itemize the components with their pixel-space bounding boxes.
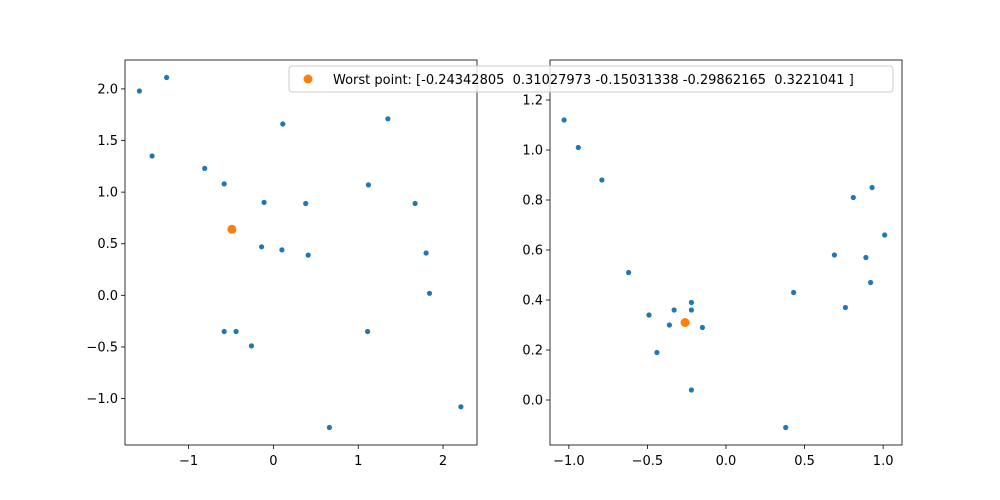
x-tick-label-1-1: 0 [269, 454, 277, 469]
data-point-1-17 [233, 328, 239, 335]
data-point-1-8 [385, 116, 391, 122]
data-point-1-6 [280, 121, 286, 127]
data-point-1-13 [305, 252, 311, 258]
data-point-1-18 [248, 343, 254, 349]
x-tick-label-2-3: 0.5 [794, 454, 815, 469]
worst-point-marker-1-0 [227, 224, 237, 234]
data-point-2-12 [783, 424, 789, 431]
data-point-2-7 [671, 307, 677, 313]
data-point-2-9 [688, 307, 695, 313]
y-tick-label-1-0: −1.0 [86, 392, 118, 407]
data-point-1-5 [261, 199, 267, 205]
data-point-2-15 [842, 304, 849, 311]
data-point-2-6 [666, 322, 673, 328]
y-tick-label-2-3: 0.6 [522, 244, 543, 259]
legend-marker [303, 74, 313, 84]
data-point-1-4 [221, 181, 227, 187]
x-tick-label-2-0: −1.0 [553, 454, 585, 469]
legend-label: Worst point: [-0.24342805 0.31027973 -0.… [333, 73, 854, 88]
data-point-1-1 [164, 74, 170, 81]
x-tick-label-1-0: −1 [179, 454, 198, 469]
data-point-2-20 [882, 232, 888, 238]
data-point-1-20 [326, 424, 332, 431]
subplot-1: −1 0 1 2 −1.0 −0.5 0.0 0.5 1.0 1.5 2.0 [86, 59, 478, 469]
data-point-1-21 [458, 404, 464, 410]
data-point-2-19 [868, 279, 874, 286]
data-point-1-16 [221, 328, 227, 335]
axes-frame-1 [124, 59, 478, 446]
data-point-1-7 [303, 200, 309, 207]
x-tick-label-2-2: 0.0 [716, 454, 737, 469]
y-tick-label-2-4: 0.8 [522, 194, 543, 209]
y-tick-label-1-5: 1.5 [97, 134, 118, 149]
data-point-1-19 [365, 328, 371, 335]
data-point-1-12 [279, 247, 285, 253]
data-point-2-1 [575, 144, 581, 151]
legend: Worst point: [-0.24342805 0.31027973 -0.… [288, 65, 894, 93]
data-point-1-15 [426, 290, 433, 296]
data-point-1-11 [259, 244, 265, 250]
data-point-1-9 [365, 182, 371, 188]
data-point-2-10 [699, 324, 706, 331]
x-tick-label-1-3: 2 [439, 454, 447, 469]
x-tick-label-2-1: −0.5 [632, 454, 664, 469]
y-tick-label-1-4: 1.0 [97, 186, 118, 201]
data-point-2-8 [688, 299, 695, 306]
legend-box [288, 65, 894, 93]
plot-layer: −1 0 1 2 −1.0 −0.5 0.0 0.5 1.0 1.5 2.0 −1.0 −0.5 0.0 0… [86, 59, 903, 469]
data-point-2-13 [791, 289, 797, 296]
y-tick-label-2-0: 0.0 [522, 394, 543, 409]
data-point-1-14 [423, 250, 429, 256]
data-point-2-18 [869, 184, 875, 191]
data-point-2-11 [688, 387, 695, 393]
data-point-2-5 [654, 349, 660, 356]
y-tick-label-1-6: 2.0 [97, 82, 118, 97]
data-point-1-3 [202, 165, 208, 171]
y-tick-label-2-2: 0.4 [522, 294, 543, 309]
data-point-2-4 [646, 312, 652, 318]
data-point-1-10 [412, 200, 418, 207]
data-point-2-3 [626, 269, 632, 276]
y-tick-label-1-3: 0.5 [97, 237, 118, 252]
data-point-1-2 [149, 153, 155, 159]
data-point-2-14 [831, 252, 838, 258]
data-point-2-2 [599, 177, 605, 183]
y-tick-label-2-5: 1.0 [522, 144, 543, 159]
data-point-2-17 [863, 254, 869, 261]
x-tick-label-1-2: 1 [354, 454, 362, 469]
x-tick-label-2-4: 1.0 [873, 454, 894, 469]
subplot-2: −1.0 −0.5 0.0 0.5 1.0 0.0 0.2 0.4 0.6 0.8 1.0 1.2 [522, 59, 903, 469]
data-point-2-16 [850, 194, 856, 201]
worst-point-marker-2-0 [680, 318, 690, 327]
y-tick-label-2-1: 0.2 [522, 344, 543, 359]
y-tick-label-1-2: 0.0 [97, 289, 118, 304]
data-point-1-0 [136, 88, 142, 94]
y-tick-label-1-1: −0.5 [86, 340, 118, 355]
y-tick-label-2-6: 1.2 [522, 94, 543, 109]
data-point-2-0 [561, 117, 567, 123]
